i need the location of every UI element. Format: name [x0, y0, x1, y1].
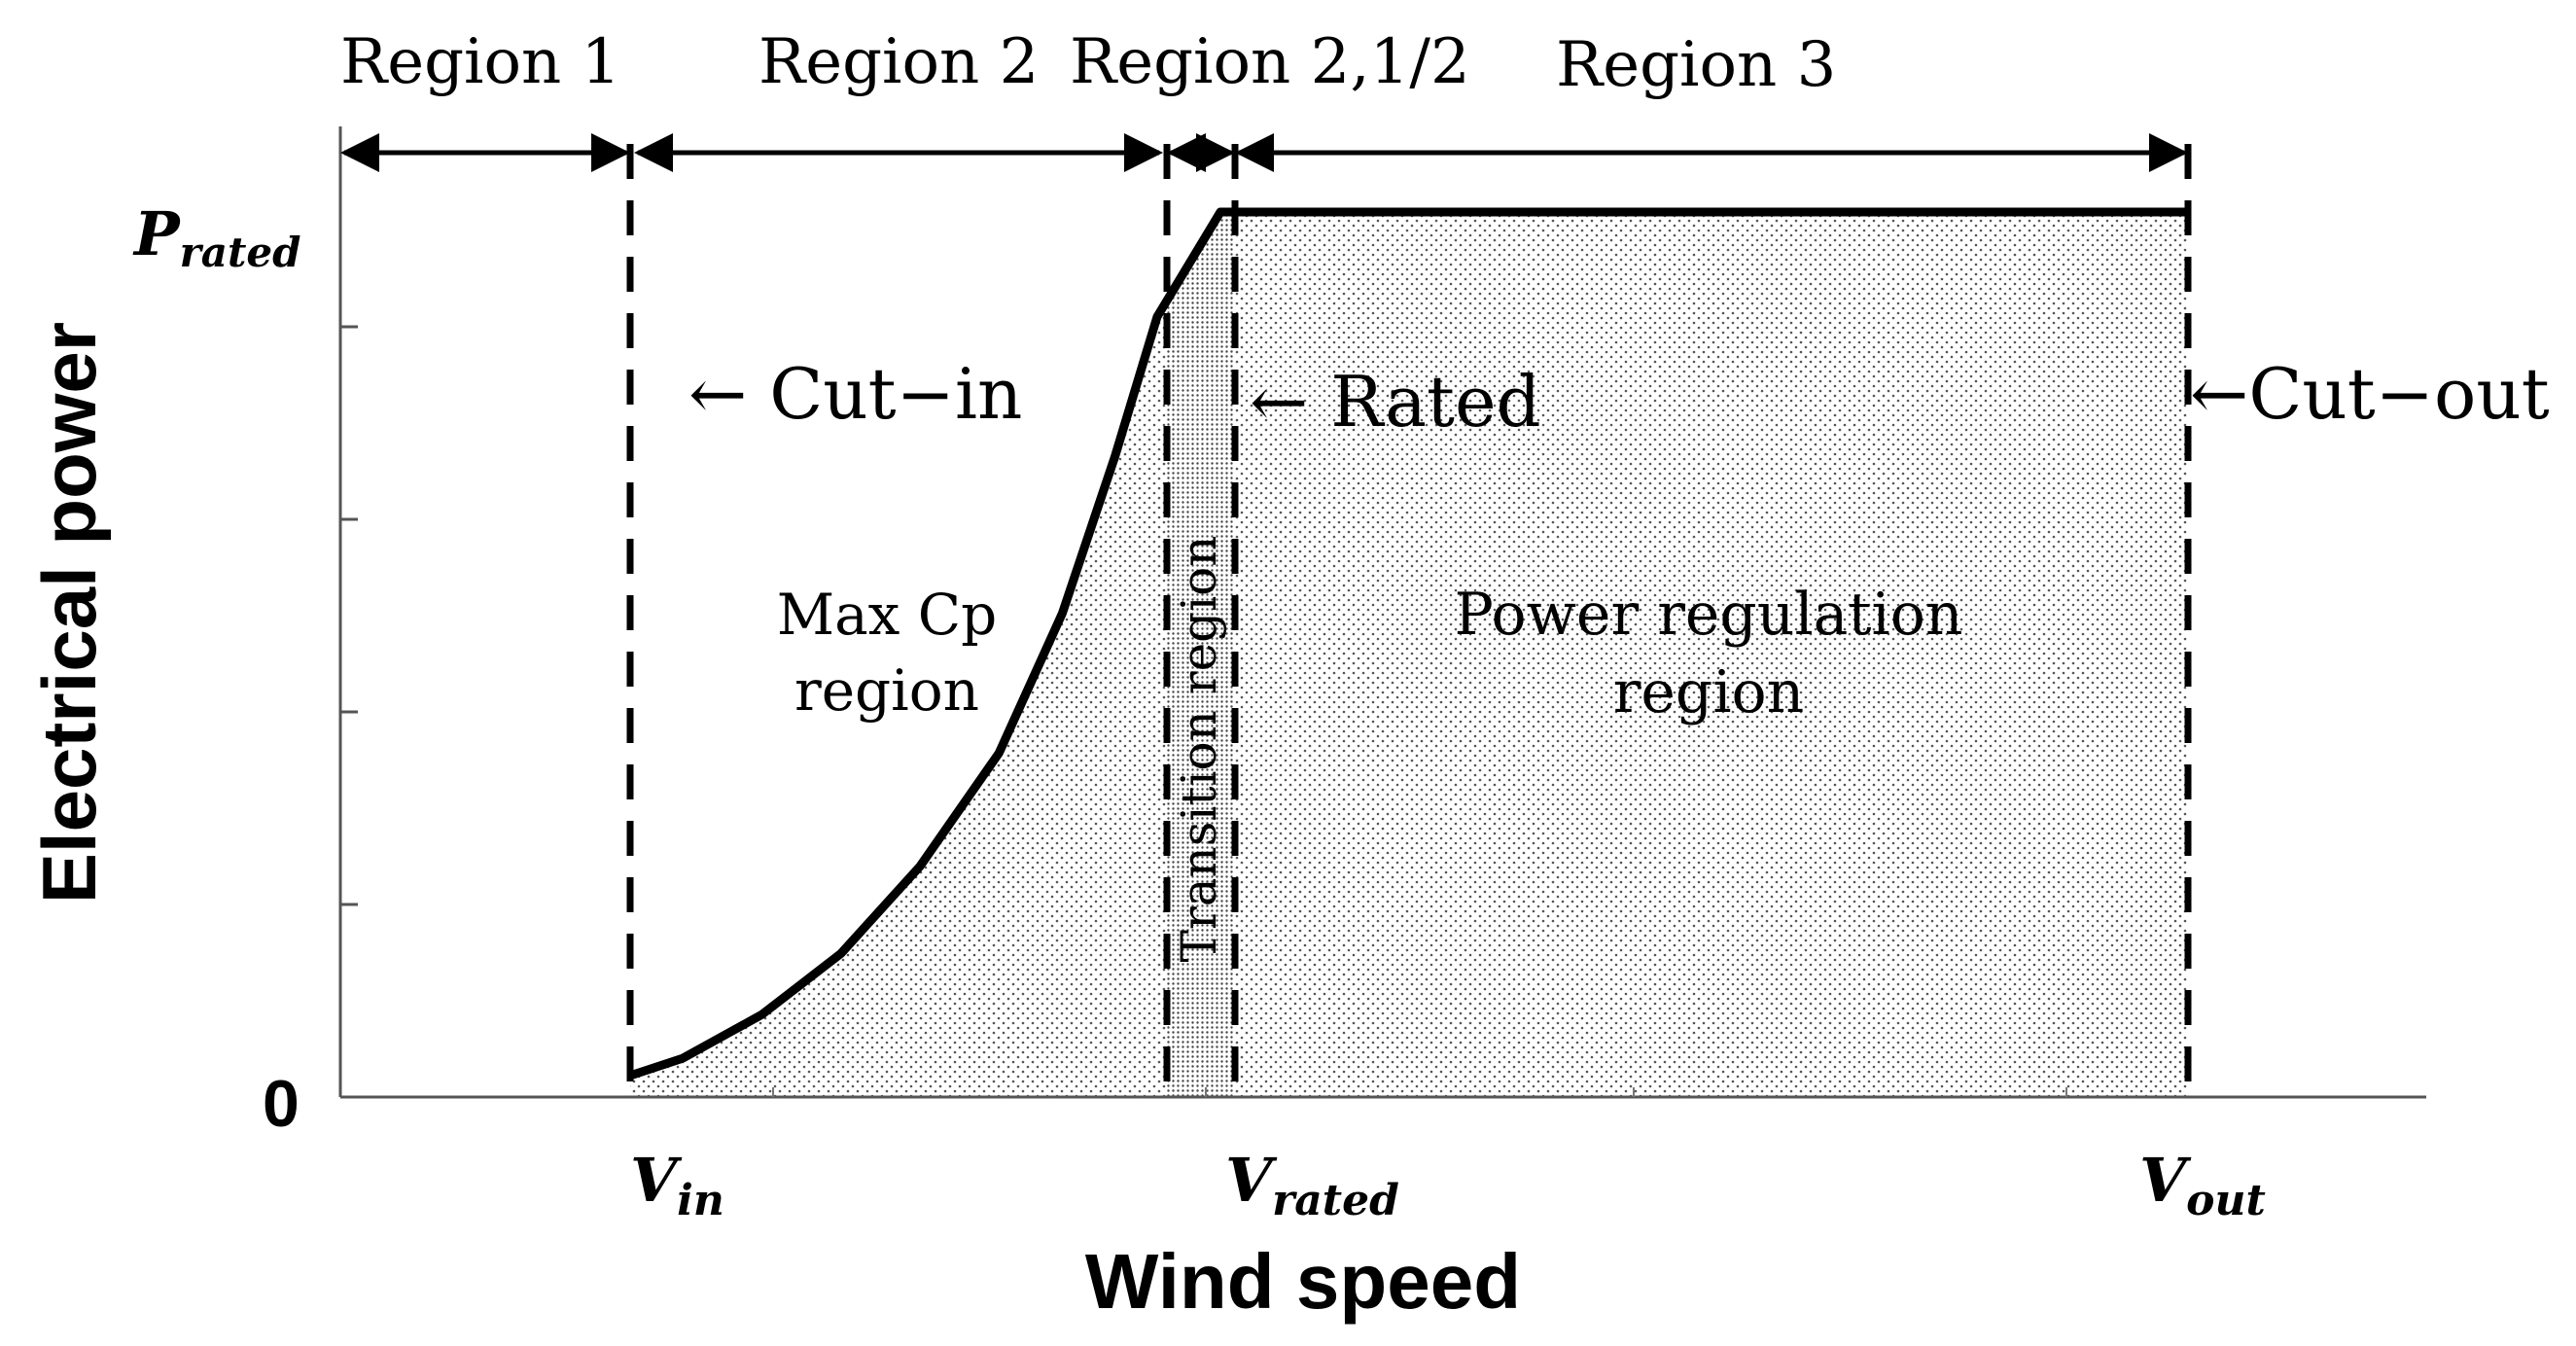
power-regulation-label-line2: region [1613, 658, 1805, 726]
y-ticks [340, 325, 358, 906]
max-cp-region-area [630, 299, 1167, 1097]
power-regulation-region-area [1235, 212, 2188, 1097]
power-regulation-label-line1: Power regulation [1455, 581, 1963, 649]
max-cp-label-line1: Max Cp [777, 582, 998, 648]
y-top-label: Prated [132, 198, 300, 276]
region-3-label: Region 3 [1556, 29, 1836, 101]
y-zero-label: 0 [263, 1067, 300, 1141]
y-axis-title: Electrical power [26, 322, 112, 903]
transition-region-label: Transition region [1171, 536, 1227, 963]
v-in-label: Vin [630, 1145, 724, 1225]
power-curve-line [628, 207, 2188, 1080]
x-axis-title: Wind speed [1085, 1238, 1521, 1325]
rated-annotation: ← Rated [1250, 361, 1541, 443]
x-ticks [772, 1087, 2067, 1097]
v-out-label: Vout [2139, 1145, 2266, 1225]
region-2-half-label: Region 2,1/2 [1070, 26, 1470, 98]
region-1-label: Region 1 [340, 26, 620, 98]
max-cp-label-line2: region [794, 657, 979, 724]
transition-region-area [1167, 212, 1235, 1097]
cut-out-annotation: ←Cut−out [2190, 353, 2550, 435]
v-rated-label: Vrated [1225, 1145, 1399, 1225]
cut-in-annotation: ← Cut−in [688, 353, 1022, 435]
region-2-label: Region 2 [759, 26, 1039, 98]
